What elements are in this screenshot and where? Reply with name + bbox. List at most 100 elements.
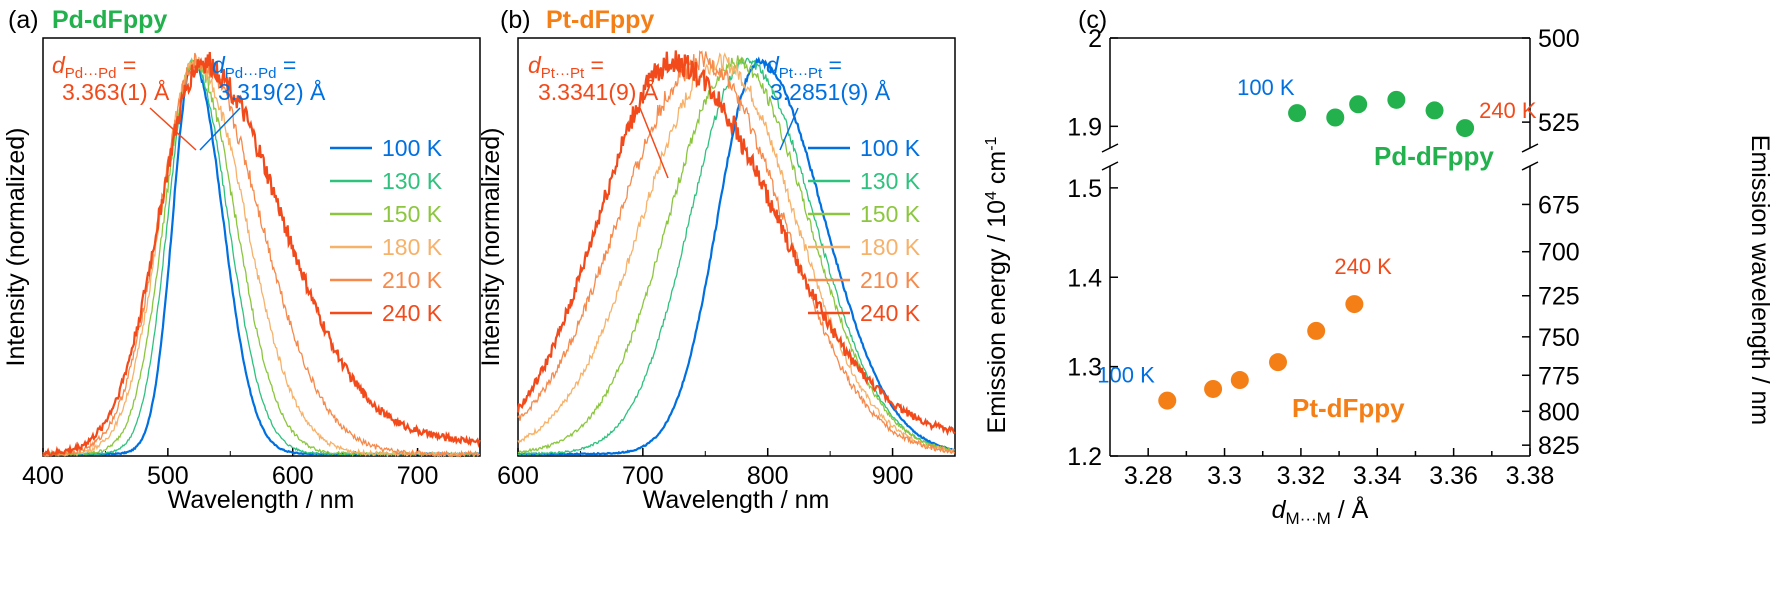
svg-text:dPt···Pt =: dPt···Pt = [528,52,604,82]
panel-c: (c) 3.28 3.3 3.32 3.34 3.36 3.38 1.9 2 1.2 1.3 1.4… [983,6,1772,528]
anno-b-right-sub: Pt···Pt [779,65,823,82]
x-tick-label: 400 [22,462,64,490]
panel-b-legend: 100 K 130 K 150 K 180 K 210 K 240 K [808,135,921,326]
panel-a-title: Pd-dFppy [52,6,167,34]
point-label: 240 K [1334,254,1392,279]
legend-label: 240 K [382,300,443,326]
panel-c-ticks: 3.28 3.3 3.32 3.34 3.36 3.38 1.9 2 1.2 1.3 1.4 1.5 5… [1067,25,1579,490]
anno-b-left-d: d [528,52,542,78]
axis-break-mark [1101,161,1119,171]
panel-a-xlabel: Wavelength / nm [168,486,355,514]
data-point-pd [1326,108,1345,127]
panel-a-frame [42,37,481,457]
svg-text:dPd···Pd =: dPd···Pd = [212,52,296,82]
data-point-pd [1349,95,1368,114]
panel-b-frame [517,37,956,457]
y-right-tick-label: 750 [1538,324,1580,352]
panel-b-title: Pt-dFppy [546,6,654,34]
panel-b-ylabel: Intensity (normalized) [477,128,505,367]
panel-b-xlabel: Wavelength / nm [643,486,830,514]
x-tick-label: 600 [272,462,314,490]
point-label: 240 K [1479,98,1537,123]
y-right-tick-label: 700 [1538,239,1580,267]
x-tick-label: 800 [747,462,789,490]
panel-a-curves [41,51,481,459]
panel-c-ylabel-left-text: Emission energy / 10 [983,200,1011,433]
curve-210k [517,50,956,454]
data-point-pd [1456,119,1475,138]
y-tick-label: 1.3 [1067,354,1102,382]
data-point-pd [1288,104,1307,123]
x-tick-label: 3.28 [1124,462,1173,490]
anno-a-right-sub: Pd···Pd [225,65,277,82]
legend-label: 240 K [860,300,921,326]
legend-label: 130 K [382,168,443,194]
series-label-pd: Pd-dFppy [1374,141,1494,171]
y-tick-label: 1.9 [1067,113,1102,141]
y-right-tick-label: 675 [1538,191,1580,219]
legend-label: 130 K [860,168,921,194]
x-tick-label: 700 [622,462,664,490]
panel-b-annotation-left: dPt···Pt = 3.3341(9) Å [528,52,669,179]
data-point-pt [1158,391,1177,410]
legend-label: 180 K [382,234,443,260]
y-right-tick-label: 500 [1538,25,1580,53]
x-tick-label: 600 [497,462,539,490]
x-tick-label: 3.3 [1207,462,1242,490]
x-tick-label: 3.34 [1353,462,1402,490]
point-label: 100 K [1237,75,1295,100]
data-point-pt [1204,379,1223,398]
axis-break-mark [1521,161,1539,171]
legend-label: 210 K [860,267,921,293]
data-point-pd [1425,101,1444,120]
x-tick-label: 700 [397,462,439,490]
panel-a-annotation-right: dPd···Pd = 3.319(2) Å [199,52,326,151]
data-point-pt [1345,295,1364,314]
svg-text:dPd···Pd =: dPd···Pd = [52,52,136,82]
panel-c-xlabel-sub: M···M [1286,509,1331,528]
anno-b-right-d: d [766,52,780,78]
x-tick-label: 900 [872,462,914,490]
anno-a-right-d: d [212,52,226,78]
legend-label: 150 K [382,201,443,227]
data-point-pt [1307,321,1326,340]
panel-c-points [1158,90,1475,410]
anno-b-right-eq: = [822,52,842,78]
anno-a-left-sub: Pd···Pd [65,65,117,82]
panel-c-ylabel-left: Emission energy / 104 cm-1 [983,136,1011,433]
axis-break-mark [1101,143,1119,153]
axis-break-mark [1521,143,1539,153]
series-label-pt: Pt-dFppy [1292,393,1405,423]
anno-b-left-eq: = [584,52,604,78]
data-point-pt [1269,353,1287,372]
data-point-pt [1230,371,1249,390]
panel-c-xlabel-d: d [1272,496,1287,524]
anno-a-left-eq: = [116,52,136,78]
panel-c-ylabel-right: Emission wavelength / nm [1746,135,1772,425]
panel-c-ylabel-left-sup: 4 [983,191,1000,200]
panel-a-annotation-left: dPd···Pd = 3.363(1) Å [52,52,197,151]
legend-label: 210 K [382,267,443,293]
curve-240k [41,51,481,457]
panel-c-xlabel: dM···M / Å [1272,494,1369,528]
y-right-tick-label: 800 [1538,398,1580,426]
panel-a-label: (a) [8,6,39,34]
curve-210k [42,52,481,459]
anno-b-left-leader [639,107,669,179]
data-point-pd [1387,90,1406,109]
anno-a-left-value: 3.363(1) Å [62,78,170,105]
panel-a: (a) Pd-dFppy 400 500 600 700 Wavelength / n… [2,6,481,514]
panel-b-annotation-right: dPt···Pt = 3.2851(9) Å [766,52,891,151]
panel-c-label: (c) [1078,6,1107,34]
y-tick-label: 1.4 [1067,264,1102,292]
panel-a-legend: 100 K 130 K 150 K 180 K 210 K 240 K [330,135,443,326]
x-tick-label: 3.32 [1277,462,1326,490]
panel-c-xlabel-unit: / Å [1331,494,1369,524]
legend-label: 100 K [382,135,443,161]
y-tick-label: 1.5 [1067,175,1102,203]
legend-label: 100 K [860,135,921,161]
panel-c-point-labels: 100 K 240 K 240 K 100 K [1097,75,1537,388]
legend-label: 150 K [860,201,921,227]
curve-180k [517,52,955,454]
